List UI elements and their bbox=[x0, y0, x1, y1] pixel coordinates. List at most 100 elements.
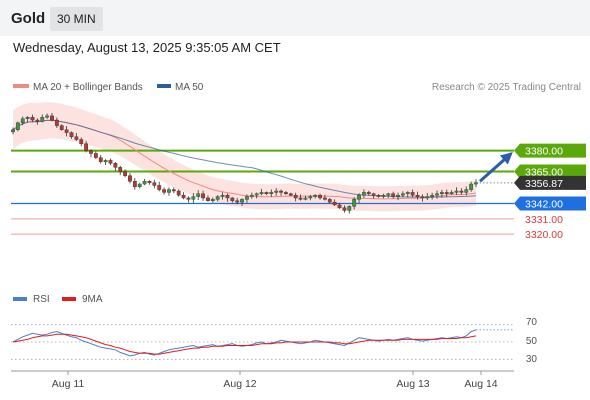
candle-body bbox=[84, 143, 89, 151]
candle-body bbox=[210, 199, 215, 201]
candle bbox=[464, 186, 469, 196]
symbol-title: Gold bbox=[11, 10, 46, 27]
candles bbox=[11, 112, 478, 214]
candle-body bbox=[249, 194, 254, 197]
candle bbox=[220, 192, 225, 200]
rsi-9ma-line bbox=[12, 333, 477, 355]
level-tag-text: 3365.00 bbox=[525, 167, 563, 179]
candle-body bbox=[25, 117, 30, 119]
level-tag-text: 3356.87 bbox=[525, 178, 563, 190]
candle bbox=[469, 181, 474, 192]
candle bbox=[439, 189, 444, 198]
candle-body bbox=[59, 125, 64, 130]
candle bbox=[59, 124, 64, 131]
level-tag-text: 3380.00 bbox=[525, 146, 563, 158]
candle bbox=[15, 121, 20, 132]
candle bbox=[11, 127, 15, 135]
candle-body bbox=[11, 129, 15, 133]
candle bbox=[123, 169, 127, 178]
candle bbox=[313, 194, 318, 199]
timeframe-badge[interactable]: 30 MIN bbox=[50, 7, 103, 31]
candle bbox=[230, 197, 235, 203]
candle bbox=[245, 194, 249, 203]
candle bbox=[293, 192, 298, 202]
candle-body bbox=[98, 157, 103, 162]
candle-body bbox=[327, 199, 332, 203]
level-tag-pivot: 3342.00 bbox=[514, 196, 586, 211]
candle-body bbox=[142, 181, 147, 185]
candle bbox=[89, 149, 93, 158]
candle-body bbox=[469, 183, 474, 190]
candle bbox=[288, 192, 293, 197]
chart-datetime: Wednesday, August 13, 2025 9:35:05 AM CE… bbox=[13, 40, 281, 55]
candle-body bbox=[269, 192, 274, 194]
candle-body bbox=[191, 196, 196, 200]
candle-body bbox=[157, 185, 162, 190]
candle bbox=[386, 192, 391, 198]
candle-body bbox=[386, 193, 391, 196]
candle bbox=[50, 112, 54, 122]
candle-body bbox=[69, 132, 74, 137]
candle-body bbox=[30, 117, 35, 121]
candle-body bbox=[259, 192, 264, 194]
candle bbox=[167, 187, 171, 196]
bollinger-band-fill bbox=[13, 102, 476, 212]
candle-body bbox=[230, 197, 235, 201]
candle-body bbox=[332, 201, 337, 206]
candle bbox=[176, 189, 181, 197]
candle bbox=[225, 193, 230, 202]
candle-body bbox=[45, 115, 50, 118]
candle-body bbox=[352, 199, 357, 207]
candle-body bbox=[464, 189, 469, 193]
candle bbox=[264, 191, 269, 196]
candle bbox=[215, 195, 220, 202]
candle bbox=[323, 194, 327, 201]
legend-swatch-bollinger bbox=[13, 84, 29, 88]
legend-credit: Research © 2025 Trading Central bbox=[432, 82, 581, 93]
candle-body bbox=[108, 160, 113, 164]
candle-body bbox=[254, 193, 259, 196]
candle bbox=[40, 114, 45, 123]
candle bbox=[362, 189, 366, 198]
candle bbox=[435, 190, 439, 199]
candle-body bbox=[176, 190, 181, 196]
candle-body bbox=[274, 190, 279, 193]
candle bbox=[181, 192, 186, 200]
candle-body bbox=[240, 199, 244, 203]
candle bbox=[201, 190, 205, 201]
candle-body bbox=[366, 192, 371, 194]
candle-body bbox=[303, 197, 308, 200]
candle bbox=[249, 192, 254, 199]
candle-body bbox=[54, 119, 59, 126]
candle bbox=[391, 191, 396, 199]
candle-body bbox=[337, 204, 342, 208]
candle-body bbox=[50, 115, 54, 121]
candle bbox=[98, 155, 103, 164]
level-tag-last-price: 3356.87 bbox=[514, 175, 586, 190]
legend-swatch-9ma bbox=[62, 297, 76, 301]
x-tick-aug11: Aug 11 bbox=[52, 378, 85, 390]
candle bbox=[357, 193, 361, 204]
candle-body bbox=[444, 192, 449, 194]
candle bbox=[259, 188, 264, 196]
candle bbox=[376, 194, 381, 198]
candle-body bbox=[430, 194, 435, 197]
candle bbox=[308, 194, 313, 201]
candle bbox=[420, 194, 425, 202]
candle bbox=[93, 151, 98, 160]
candle bbox=[342, 205, 347, 213]
candle bbox=[396, 192, 400, 201]
candle bbox=[206, 195, 210, 202]
x-axis-ticks bbox=[67, 371, 482, 375]
candle-body bbox=[235, 200, 240, 203]
candle-body bbox=[357, 194, 361, 200]
candle-body bbox=[410, 192, 415, 196]
candle-body bbox=[74, 136, 79, 140]
rsi-tick-30: 30 bbox=[526, 354, 538, 365]
candle bbox=[454, 187, 459, 195]
candle-body bbox=[93, 153, 98, 158]
candle bbox=[444, 189, 449, 198]
candle bbox=[240, 198, 244, 206]
candle-body bbox=[15, 122, 20, 130]
candle-body bbox=[171, 189, 176, 192]
